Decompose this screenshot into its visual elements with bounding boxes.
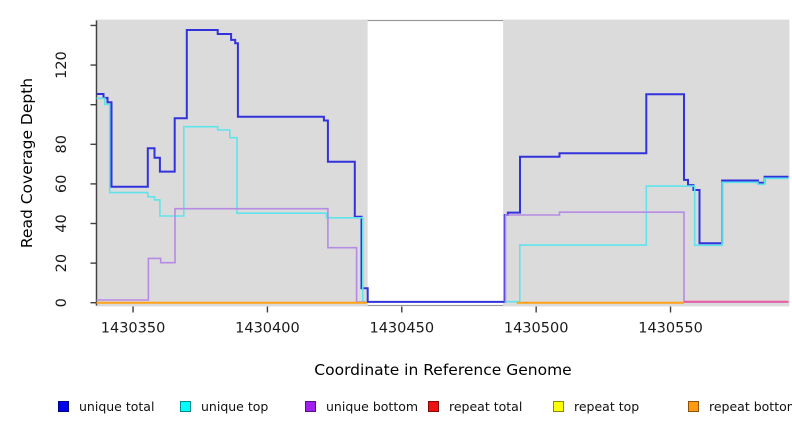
y-tick-label: 120	[54, 51, 70, 79]
y-tick-label: 80	[54, 135, 70, 153]
legend-swatch	[688, 400, 699, 412]
legend-item-repeat-top: repeat top	[553, 397, 639, 415]
legend-label: unique bottom	[326, 398, 419, 414]
legend-swatch	[180, 400, 191, 412]
legend-label: repeat top	[574, 398, 640, 414]
legend-label: repeat bottom	[709, 398, 792, 414]
legend: unique total unique top unique bottom repea…	[0, 397, 792, 419]
x-axis-label: Coordinate in Reference Genome	[314, 361, 572, 379]
legend-item-unique-top: unique top	[180, 397, 268, 415]
y-tick-label: 60	[54, 175, 70, 193]
y-tick-label: 0	[54, 298, 70, 307]
legend-label: unique top	[201, 398, 269, 414]
legend-item-repeat-total: repeat total	[428, 397, 522, 415]
legend-item-unique-total: unique total	[58, 397, 154, 415]
series-line-unique-top	[504, 177, 789, 303]
plot-panel	[95, 19, 368, 307]
series-line-unique-bottom	[96, 207, 367, 303]
chart-canvas: 0 20 40 60 80 120 1430350 1430400 1430450 1430500…	[54, 19, 790, 337]
x-tick-label: 1430500	[504, 321, 569, 337]
x-tick-label: 1430350	[101, 321, 166, 337]
legend-label: repeat total	[449, 398, 523, 414]
y-tick-label: 40	[54, 214, 70, 232]
plot-panel	[503, 19, 790, 307]
legend-swatch	[553, 400, 564, 412]
legend-label: unique total	[79, 398, 155, 414]
y-tick-label: 20	[54, 254, 70, 272]
legend-item-unique-bottom: unique bottom	[305, 397, 418, 415]
x-tick-label: 1430550	[638, 321, 703, 337]
legend-swatch	[305, 400, 316, 412]
legend-swatch	[428, 400, 439, 412]
series-line-unique-top	[96, 97, 367, 303]
legend-item-repeat-bottom: repeat bottom	[688, 397, 792, 415]
y-axis-label: Read Coverage Depth	[18, 77, 36, 249]
x-tick-label: 1430400	[235, 321, 300, 337]
x-tick-label: 1430450	[369, 321, 434, 337]
series-line-unique-bottom	[504, 211, 789, 303]
legend-swatch	[58, 400, 69, 412]
